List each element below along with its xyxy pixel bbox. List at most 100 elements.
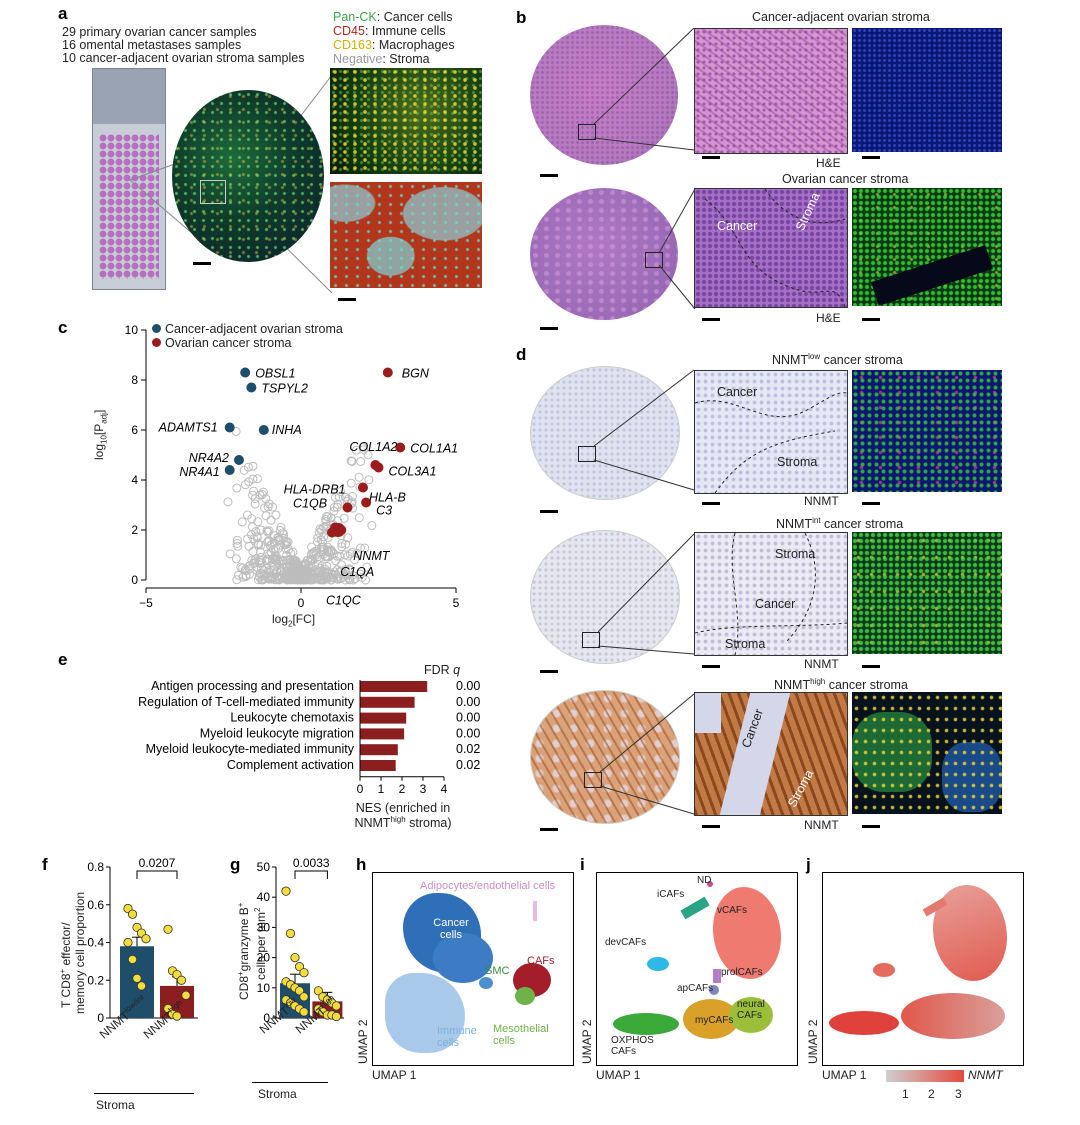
panel-letter-d: d <box>516 345 527 364</box>
j-cb-tick-1: 1 <box>902 1087 909 1101</box>
h-label-meso: Mesothelial cells <box>493 1023 549 1047</box>
gene-label-c3: C3 <box>376 504 392 518</box>
sample-point <box>290 953 300 963</box>
volcano-y-tick-label: 8 <box>131 373 138 387</box>
background-gene-point <box>253 539 263 549</box>
umap-h-meso <box>515 987 535 1005</box>
background-gene-point <box>232 535 242 545</box>
bar-y-tick-label: 10 <box>257 981 271 995</box>
background-gene-point <box>307 555 317 565</box>
background-gene-point <box>331 556 341 566</box>
c-legend-cancer: Ovarian cancer stroma <box>152 336 291 350</box>
tcd8-bar-chart: 0 0.2 0.4 0.6 0.8 0.0207 <box>87 856 198 1025</box>
i-umap2: UMAP 2 <box>580 1019 594 1064</box>
background-gene-point <box>304 557 314 567</box>
scale-bar-b6 <box>540 327 558 330</box>
h-label-adipo: Adipocytes/endothelial cells <box>420 880 556 892</box>
scale-bar-d8 <box>862 825 880 828</box>
gene-label-tspyl2: TSPYL2 <box>261 382 308 396</box>
bar-y-tick-label: 40 <box>257 890 271 904</box>
sample-point <box>172 1011 182 1021</box>
gene-point-nr4a1 <box>224 465 235 475</box>
background-gene-point <box>329 502 339 512</box>
scale-bar-d4 <box>702 665 720 668</box>
h-umap2: UMAP 2 <box>356 1019 370 1064</box>
background-gene-point <box>247 490 257 500</box>
background-gene-point <box>354 472 364 482</box>
background-gene-point <box>257 575 267 585</box>
sample-count-omental: 16 omental metastases samples <box>62 38 242 52</box>
bar-y-tick-label: 0 <box>97 1011 104 1025</box>
sample-point <box>163 924 173 934</box>
umap-h-immune <box>385 973 465 1053</box>
background-gene-point <box>359 445 369 455</box>
gene-point-bgn <box>382 367 393 378</box>
p-value-label: 0.0207 <box>139 856 176 870</box>
pathway-x-tick-label: 0 <box>357 782 364 796</box>
sample-count-adjacent: 10 cancer-adjacent ovarian stroma sample… <box>62 51 305 65</box>
background-gene-point <box>341 492 351 502</box>
gene-point-col3a1 <box>373 462 384 473</box>
pathway-label: Antigen processing and presentation <box>151 679 354 693</box>
legend-cd45: CD45: Immune cells <box>333 24 446 38</box>
d1-stain: NNMT <box>804 494 839 508</box>
sample-point <box>181 990 191 1000</box>
gene-point-c3 <box>361 497 372 508</box>
gene-label-obsl1: OBSL1 <box>255 367 295 381</box>
sample-point <box>331 1001 342 1011</box>
panel-letter-f: f <box>42 855 48 874</box>
if-zoom-top <box>852 28 1002 152</box>
background-gene-point <box>264 536 274 546</box>
background-gene-point <box>254 540 264 550</box>
gene-label-hla-drb1: HLA-DRB1 <box>284 483 346 497</box>
roi-box-b2 <box>645 252 663 268</box>
d-title-high: NNMThigh cancer stroma <box>774 677 908 693</box>
panel-letter-a: a <box>58 4 68 23</box>
background-gene-point <box>367 521 377 531</box>
legend-panck: Pan-CK: Cancer cells <box>333 10 453 24</box>
j-umap1: UMAP 1 <box>822 1068 867 1082</box>
i-label-apcafs: apCAFs <box>677 983 714 994</box>
background-gene-point <box>232 575 242 585</box>
pathway-bar <box>360 712 407 724</box>
background-gene-point <box>250 493 260 503</box>
background-gene-point <box>317 566 327 576</box>
scale-bar-b3 <box>540 174 558 177</box>
background-gene-point <box>363 450 373 460</box>
background-gene-point <box>350 574 360 584</box>
background-gene-point <box>337 542 347 552</box>
background-gene-point <box>345 549 355 559</box>
g-group-label: Stroma <box>258 1087 297 1101</box>
sample-point <box>299 968 309 978</box>
panel-letter-j: j <box>806 855 811 874</box>
pathway-label: Leukocyte chemotaxis <box>230 711 354 725</box>
i-label-neural: neural CAFs <box>737 999 765 1021</box>
d1-stroma: Stroma <box>777 455 818 469</box>
if-zoom-high <box>852 692 1002 814</box>
pathway-bar <box>360 681 428 692</box>
i-label-devcafs: devCAFs <box>605 937 647 948</box>
background-gene-point <box>336 486 346 496</box>
e-xlabel: NES (enriched in NNMThigh stroma) <box>354 801 452 831</box>
background-gene-point <box>317 572 327 582</box>
volcano-x-tick-label: 5 <box>453 596 460 610</box>
d3-stain: NNMT <box>804 818 839 832</box>
volcano-y-tick-label: 0 <box>131 573 138 587</box>
j-cb-tick-2: 2 <box>928 1087 935 1101</box>
h-label-cancer: Cancer cells <box>433 917 469 941</box>
volcano-x-tick-label: 0 <box>298 596 305 610</box>
background-gene-point <box>252 474 262 484</box>
background-gene-point <box>262 526 272 536</box>
b-stain-top: H&E <box>816 156 841 170</box>
background-gene-point <box>297 572 307 582</box>
scale-bar-b5 <box>862 318 880 321</box>
ihc-zoom-low: Cancer Stroma <box>694 370 848 494</box>
background-gene-point <box>309 548 319 558</box>
background-gene-point <box>273 543 283 553</box>
i-label-vcafs: vCAFs <box>717 905 747 916</box>
h-umap1: UMAP 1 <box>372 1068 417 1082</box>
pathway-fdr: 0.000 <box>456 695 480 709</box>
scale-bar-d7 <box>702 825 720 828</box>
sample-point <box>123 937 133 948</box>
sample-point <box>127 909 138 919</box>
